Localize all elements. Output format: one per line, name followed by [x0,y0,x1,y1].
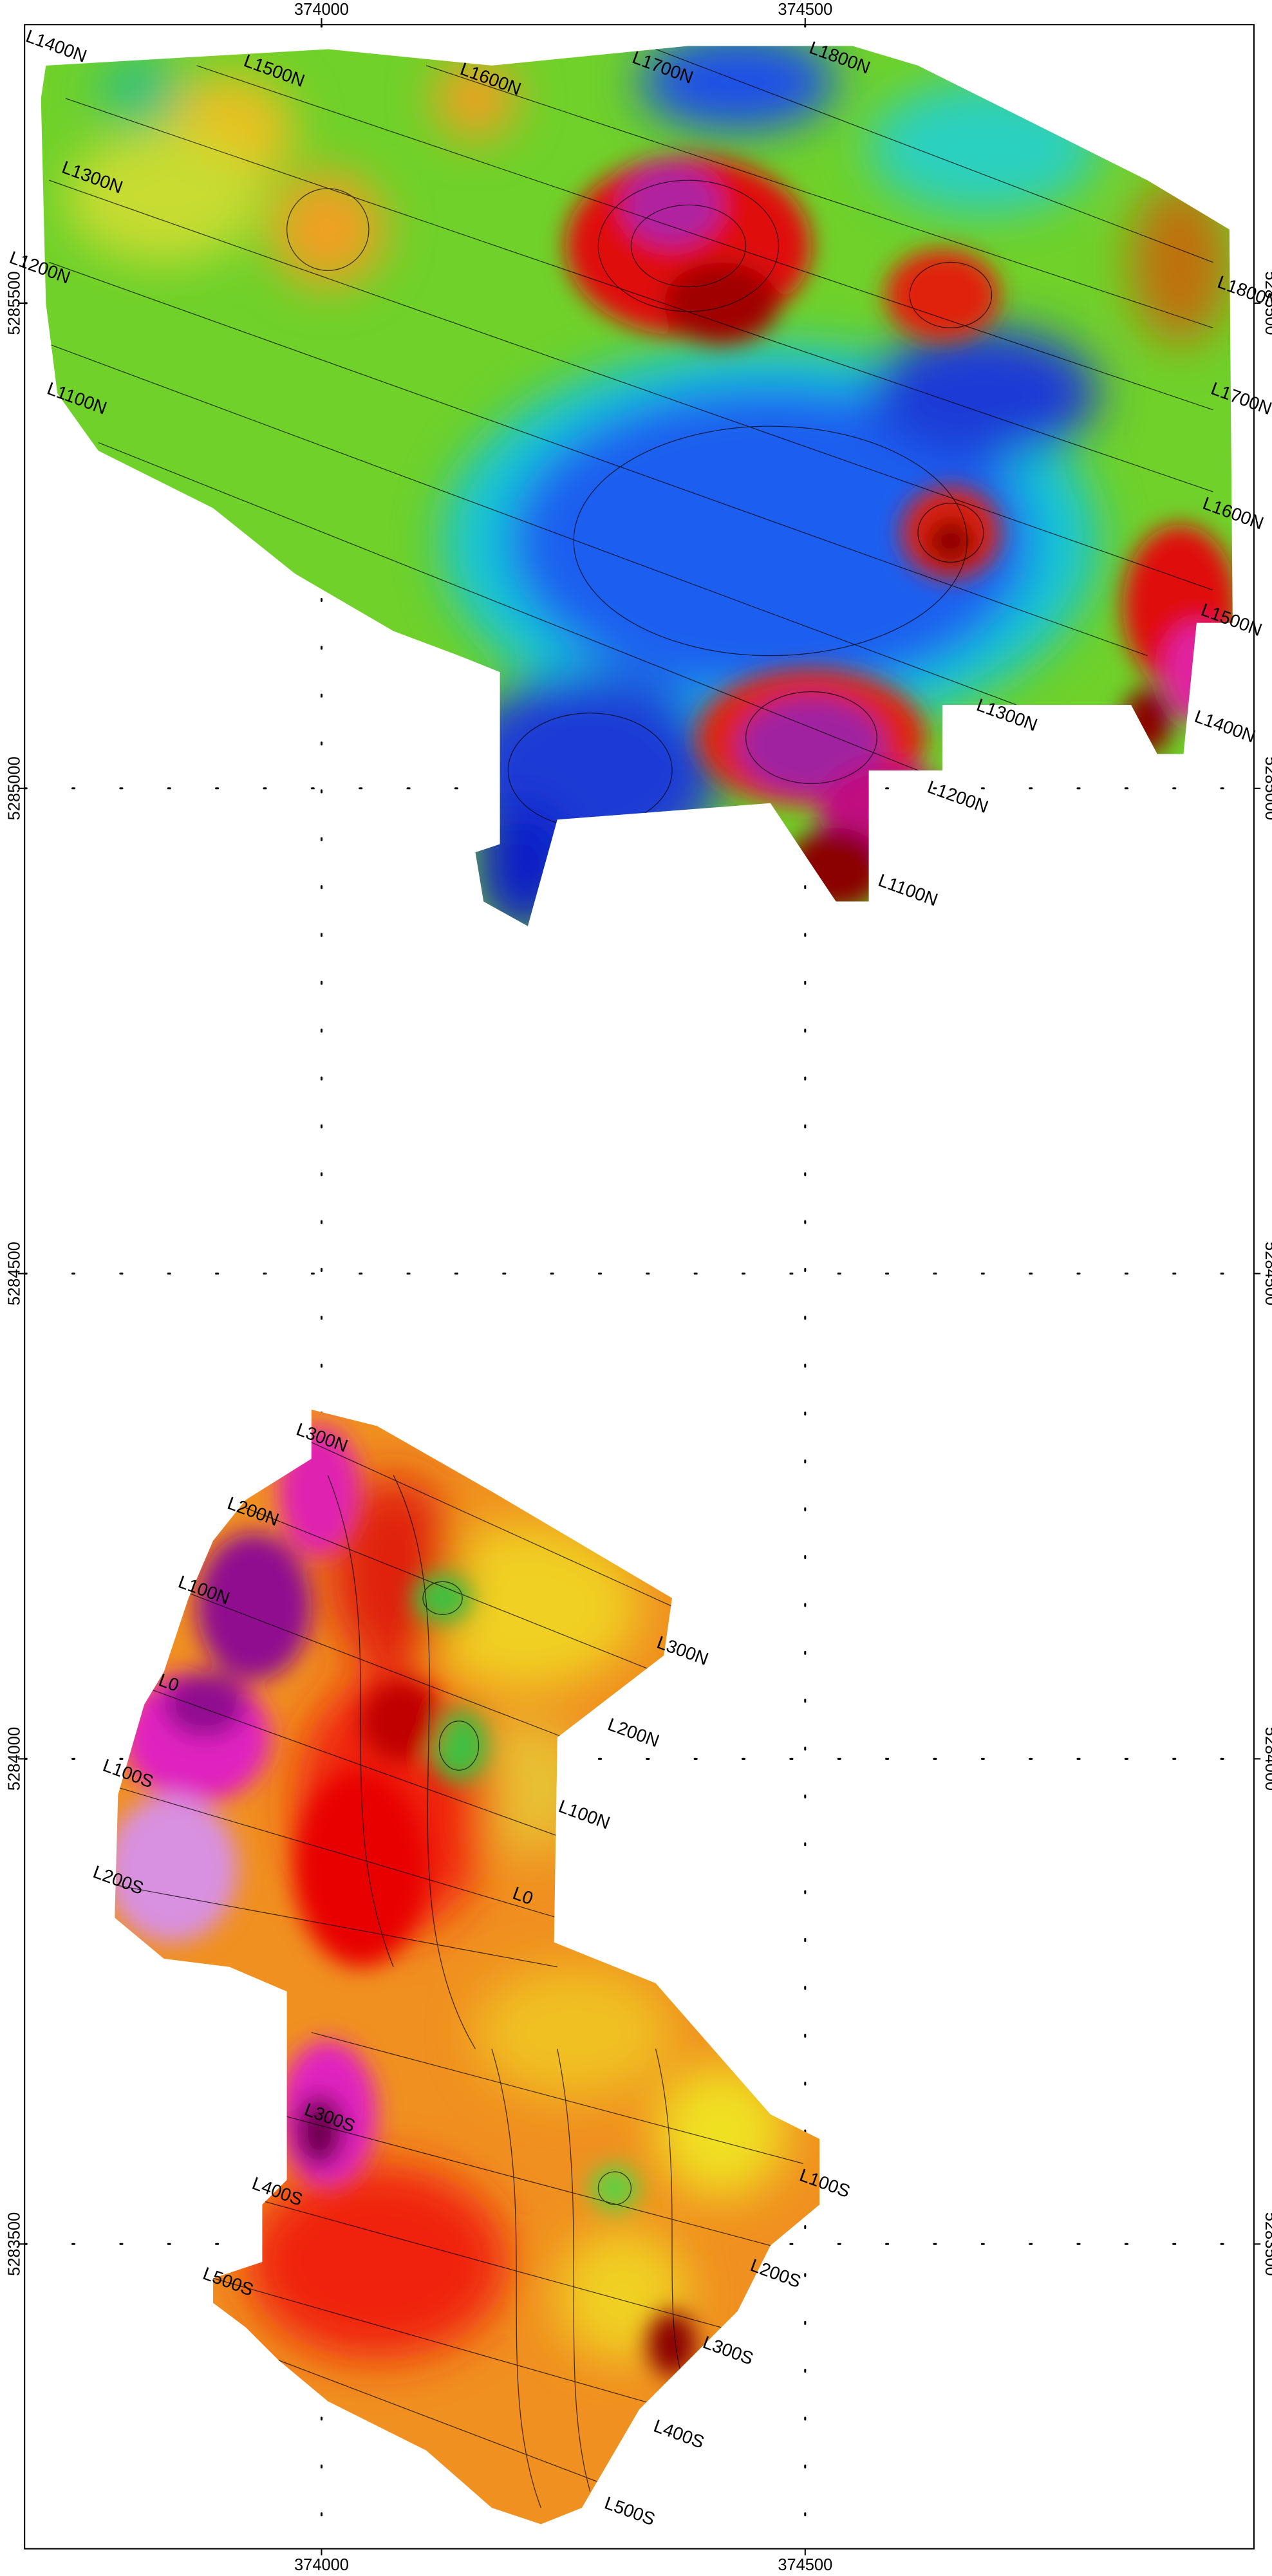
x-tick-label: 374500 [778,2556,832,2574]
x-tick-label: 374500 [778,1,832,19]
y-tick-label: 5284500 [6,1242,24,1305]
x-tick-label: 374000 [294,1,349,19]
y-tick-label: 5284500 [1262,1242,1272,1305]
south-survey-surface [0,1377,1272,2557]
y-tick-label: 5283500 [1262,2212,1272,2276]
x-tick-label: 374000 [294,2556,349,2574]
page: L1400N L1500N L1600N L1700N L1800N L1300… [0,0,1272,2576]
line-label: L1100N [875,870,940,910]
line-label: L200N [605,1714,662,1751]
line-label: L100N [556,1796,613,1833]
north-survey-surface [0,0,1272,984]
y-tick-label: 5285000 [6,756,24,820]
y-tick-label: 5285500 [1262,271,1272,335]
line-label: L200S [748,2255,804,2291]
y-tick-label: 5285500 [6,271,24,335]
line-label: L500S [602,2493,658,2530]
line-label: L300N [655,1632,711,1669]
line-label: L1400N [1192,706,1258,747]
map: L1400N L1500N L1600N L1700N L1800N L1300… [0,0,1272,2576]
y-tick-label: 5285000 [1262,756,1272,820]
y-tick-label: 5283500 [6,2212,24,2276]
line-label: L1400N [23,26,89,66]
line-label: L1200N [925,776,991,817]
line-label: L300S [700,2332,756,2369]
y-tick-label: 5284000 [1262,1727,1272,1791]
y-tick-label: 5284000 [6,1727,24,1791]
line-label: L400S [651,2416,707,2452]
